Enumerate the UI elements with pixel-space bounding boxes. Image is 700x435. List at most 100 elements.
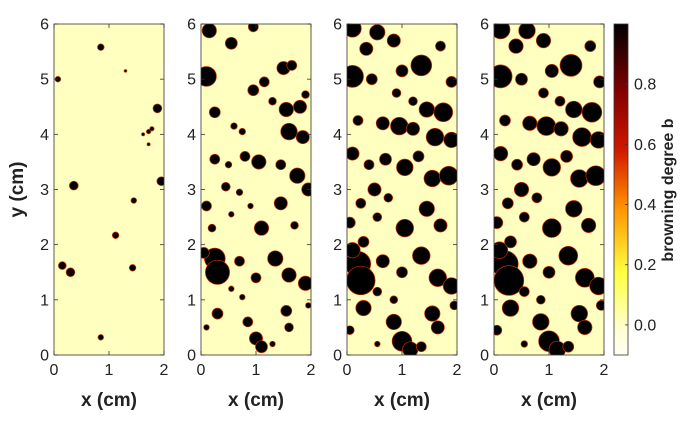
browning-spot <box>367 182 382 197</box>
x-tick-label: 2 <box>600 362 609 379</box>
browning-spot <box>355 300 372 317</box>
browning-spot <box>247 84 260 97</box>
colorbar-ticks: 0.0 0.2 0.4 0.6 0.8 <box>625 77 656 334</box>
browning-spot <box>255 340 268 354</box>
browning-spot <box>228 285 235 292</box>
browning-spot <box>146 142 151 147</box>
browning-spot <box>347 65 364 88</box>
y-tick-label: 1 <box>40 292 49 309</box>
browning-spot <box>570 304 588 323</box>
browning-spot <box>520 340 528 348</box>
y-tick-label: 3 <box>333 182 342 199</box>
y-tick-label: 2 <box>333 237 342 254</box>
y-tick-label: 3 <box>187 182 196 199</box>
browning-spot <box>396 266 408 279</box>
y-tick-label: 5 <box>333 72 342 89</box>
x-tick-label: 2 <box>160 362 169 379</box>
browning-spot <box>395 64 409 78</box>
browning-spot <box>269 340 276 348</box>
browning-spot <box>560 150 573 163</box>
browning-spot <box>65 267 76 278</box>
browning-spot <box>123 69 128 73</box>
panel-4-ticks: 0 1 2 3 4 5 6 0 1 2 <box>480 17 608 380</box>
browning-spot <box>386 33 401 48</box>
browning-spot <box>389 295 399 305</box>
browning-spot <box>347 216 356 229</box>
browning-spot <box>559 54 583 77</box>
panel-4-spots <box>494 24 604 355</box>
x-tick-label: 1 <box>252 362 261 379</box>
browning-spot <box>221 181 231 192</box>
browning-spot <box>408 96 418 106</box>
browning-spot <box>201 247 210 259</box>
browning-spot <box>290 221 299 230</box>
panel-4: 0 1 2 3 4 5 6 0 1 2 x (cm) <box>480 17 608 412</box>
browning-spot <box>518 211 530 223</box>
browning-spot <box>355 197 367 209</box>
browning-spot <box>69 180 79 191</box>
browning-spot <box>273 196 288 211</box>
colorbar-tick-label: 0.0 <box>634 317 656 334</box>
browning-spot <box>439 165 457 186</box>
browning-spot <box>435 40 446 52</box>
y-tick-label: 0 <box>333 348 342 365</box>
browning-spot <box>293 99 307 114</box>
browning-spot <box>544 63 559 78</box>
browning-spot <box>558 245 579 266</box>
y-tick-label: 6 <box>333 17 342 34</box>
y-tick-label: 5 <box>187 72 196 89</box>
browning-spot <box>267 250 284 267</box>
panel-1-background <box>54 24 164 355</box>
browning-spot <box>130 197 137 204</box>
browning-spot <box>443 131 457 148</box>
browning-spot <box>554 95 566 107</box>
browning-spot <box>570 169 589 188</box>
y-tick-label: 0 <box>40 348 49 365</box>
browning-spot <box>201 200 212 212</box>
browning-spot <box>208 106 221 119</box>
browning-spot <box>247 24 259 33</box>
browning-spot <box>286 60 298 71</box>
colorbar-tick-label: 0.4 <box>634 197 656 214</box>
browning-spot <box>156 176 164 186</box>
browning-spot <box>275 159 287 171</box>
browning-spot <box>395 218 414 238</box>
x-tick-label: 0 <box>343 362 352 379</box>
browning-spot <box>301 182 311 197</box>
browning-spot <box>347 146 360 161</box>
browning-spot <box>224 36 238 50</box>
panel-3: 0 1 2 3 4 5 6 0 1 2 x (cm) <box>333 17 461 412</box>
browning-spot <box>433 218 448 233</box>
panel-3-ticks: 0 1 2 3 4 5 6 0 1 2 <box>333 17 461 380</box>
panel-2-ticks: 0 1 2 3 4 5 6 0 1 2 <box>187 17 315 380</box>
y-tick-label: 4 <box>480 127 489 144</box>
browning-spot <box>365 73 378 86</box>
browning-spot <box>235 188 244 196</box>
y-tick-label: 6 <box>480 17 489 34</box>
browning-spot <box>352 115 364 126</box>
browning-spot <box>494 64 513 89</box>
browning-spot <box>518 24 536 40</box>
browning-spot <box>280 305 293 317</box>
browning-spot <box>542 158 561 177</box>
browning-spot <box>428 268 447 287</box>
browning-spot <box>584 40 597 52</box>
browning-spot <box>562 340 575 353</box>
browning-spot <box>536 295 546 305</box>
y-tick-label: 1 <box>333 292 342 309</box>
browning-spot <box>418 101 435 118</box>
browning-spot <box>203 324 210 331</box>
browning-spot <box>258 76 270 88</box>
browning-spot <box>577 319 593 335</box>
browning-spot <box>268 96 277 106</box>
browning-spot <box>347 242 361 259</box>
browning-spot <box>522 115 538 131</box>
browning-spot <box>234 255 245 267</box>
browning-spot <box>372 212 383 222</box>
browning-spot <box>289 167 306 184</box>
browning-spot <box>347 265 376 296</box>
browning-spot <box>518 286 530 297</box>
browning-spot <box>152 103 163 114</box>
browning-spot <box>504 235 517 249</box>
